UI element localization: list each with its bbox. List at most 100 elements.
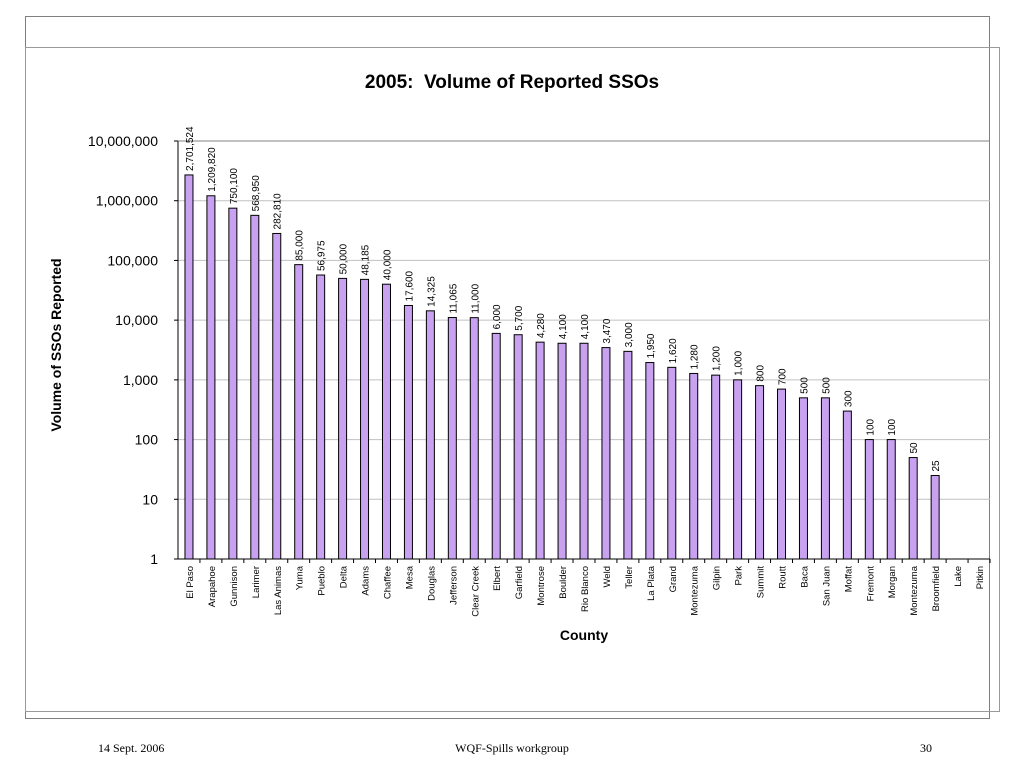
data-label: 100 [865,418,876,435]
footer-title: WQF-Spills workgroup [455,741,569,755]
bar [381,283,391,560]
x-tick-label: Pitkin [975,566,986,589]
data-label: 282,810 [273,193,284,230]
data-label: 300 [843,390,854,407]
bar [513,334,523,560]
x-tick-label: Delta [339,565,350,588]
data-label: 5,700 [514,305,525,330]
y-axis-label: Volume of SSOs Reported [48,258,64,431]
bar [403,304,413,560]
y-tick-label: 100,000 [107,252,158,268]
x-tick-label: Clear Creek [470,566,481,617]
data-label: 500 [821,377,832,394]
data-label: 25 [931,460,942,472]
data-label: 11,065 [448,283,459,313]
data-label: 800 [756,365,767,382]
data-label: 750,100 [229,168,240,205]
bar [425,310,435,560]
x-tick-label: Gilpin [712,566,723,590]
bar [623,350,633,560]
data-label: 500 [799,377,810,394]
footer-date: 14 Sept. 2006 [98,741,165,755]
x-tick-label: Montrose [536,566,547,606]
data-label: 1,209,820 [207,147,218,192]
x-tick-label: Broomfield [931,566,942,611]
data-label: 1,620 [668,338,679,363]
x-tick-label: La Plata [646,565,657,601]
data-label: 56,975 [317,240,328,271]
data-label: 3,000 [624,322,635,347]
x-tick-label: Moffat [843,566,854,593]
data-label: 3,470 [602,318,613,343]
y-tick-label: 100 [135,432,159,448]
data-label: 1,950 [646,333,657,358]
data-label: 50,000 [339,243,350,274]
bar [733,379,743,560]
bar [469,317,479,560]
bar [250,214,260,560]
bar [777,388,787,560]
x-tick-label: San Juan [821,566,832,606]
x-tick-label: Morgan [887,566,898,598]
x-tick-label: Summit [756,566,767,599]
data-label: 2,701,524 [185,126,196,171]
x-tick-label: Adams [361,566,372,596]
data-label: 11,000 [470,283,481,313]
bar [755,385,765,560]
x-tick-label: Pueblo [317,566,328,596]
bar [579,342,589,560]
x-tick-label: Chaffee [382,566,393,599]
chart-area-border [25,47,1000,712]
bar [491,332,501,560]
data-label: 50 [909,442,920,454]
y-tick-label: 1 [150,551,158,567]
x-tick-label: Gunnison [229,566,240,607]
x-tick-label: Mesa [404,565,415,589]
bar [711,374,721,560]
bar [842,410,852,560]
bar [535,341,545,560]
data-label: 1,200 [712,346,723,371]
x-tick-label: Routt [778,566,789,589]
data-label: 1,000 [734,350,745,375]
footer-page-number: 30 [920,741,932,755]
bar [228,207,238,560]
data-label: 4,280 [536,313,547,338]
x-tick-label: Baca [799,565,810,587]
data-label: 700 [778,368,789,385]
x-tick-label: El Paso [185,566,196,599]
data-label: 14,325 [426,276,437,307]
data-label: 4,100 [580,314,591,339]
x-tick-label: Weld [602,566,613,587]
bar [316,274,326,560]
x-tick-label: Yuma [295,565,306,590]
x-tick-label: Garfield [514,566,525,599]
x-tick-label: Boulder [558,566,569,599]
bar [184,174,194,560]
bar [338,277,348,560]
y-tick-label: 10,000 [115,312,158,328]
x-tick-label: Grand [668,566,679,592]
x-tick-label: Teller [624,566,635,589]
bar [864,439,874,560]
x-tick-label: Arapahoe [207,566,218,607]
bar [447,317,457,560]
y-tick-label: 10 [142,491,158,507]
bar [206,195,216,560]
bar [294,264,304,560]
x-tick-label: Montezuma [690,565,701,615]
y-tick-label: 10,000,000 [88,133,158,149]
bar [272,232,282,560]
chart-title: 2005: Volume of Reported SSOs [365,72,659,93]
bar [667,366,677,560]
x-tick-label: Douglas [426,566,437,601]
data-label: 85,000 [295,230,306,261]
bar [360,278,370,560]
bar [930,475,940,560]
x-axis-label: County [560,627,608,643]
bar [820,397,830,560]
data-label: 568,950 [251,175,262,212]
bar [908,457,918,560]
bar [798,397,808,560]
